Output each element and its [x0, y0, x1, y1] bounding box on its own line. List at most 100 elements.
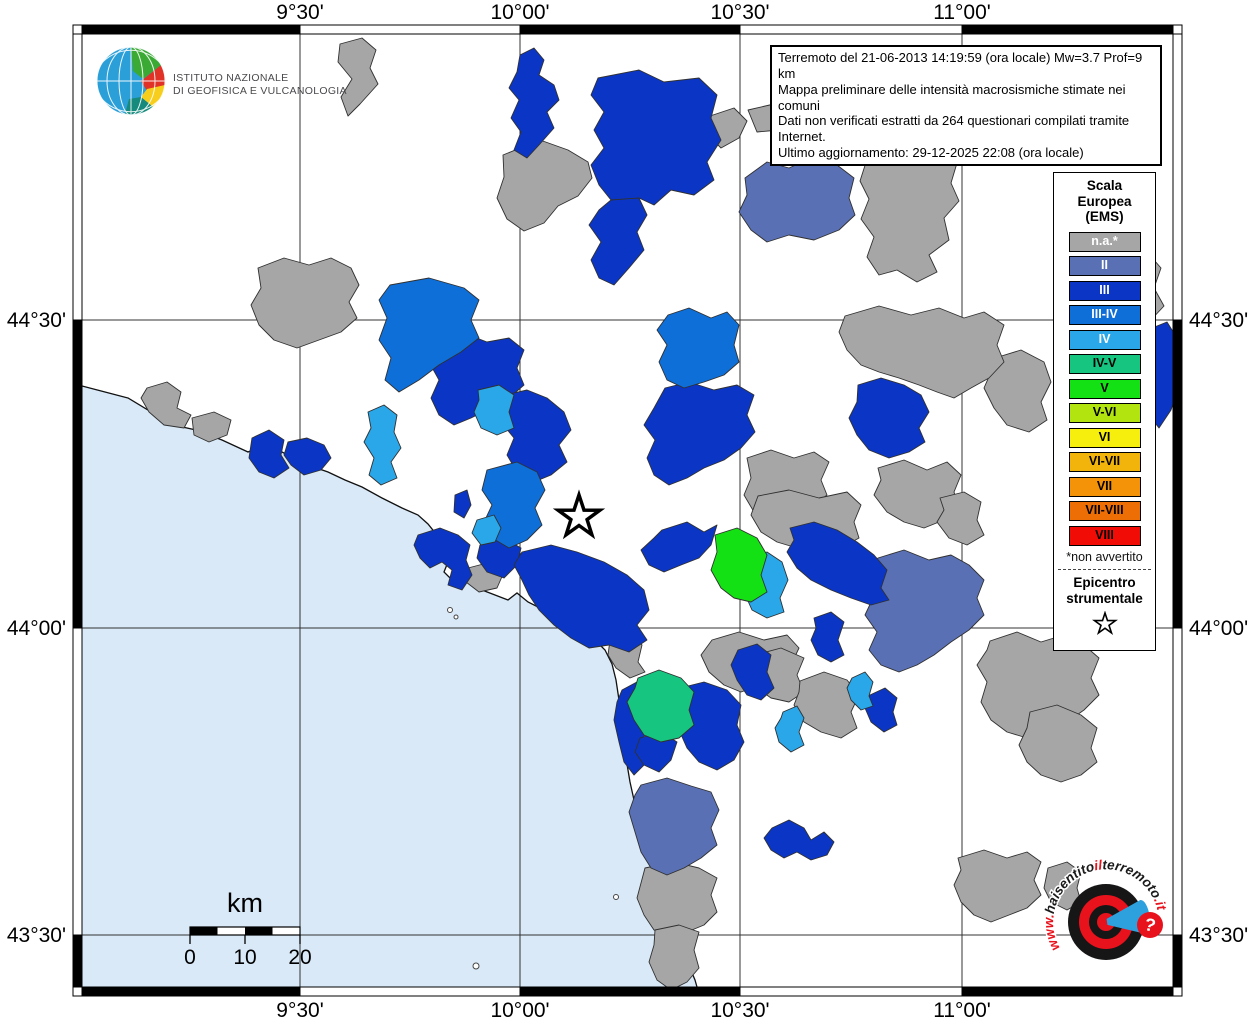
ingv-globe-logo: [96, 46, 166, 116]
municipality-polygon-na: [337, 37, 379, 117]
ingv-line2: DI GEOFISICA E VULCANOLOGIA: [173, 85, 347, 98]
axis-label-left-0: 44°30': [7, 309, 66, 332]
municipality-polygon-III: [763, 819, 835, 861]
legend-swatch-III-IV: III-IV: [1068, 305, 1141, 326]
axis-label-left-2: 43°30': [7, 924, 66, 947]
municipality-polygon-III: [453, 489, 472, 519]
legend-item: V: [1068, 378, 1141, 399]
question-mark: ?: [1142, 914, 1158, 936]
map-frame-corner: [72, 986, 83, 997]
map-frame-segment: [1172, 319, 1183, 629]
legend-item: IV-V: [1068, 354, 1141, 375]
star-icon: [1091, 610, 1118, 636]
scale-bar-title: km: [227, 888, 263, 918]
map-content: [82, 34, 1173, 987]
map-frame-segment: [72, 319, 83, 629]
municipality-polygon-III: [283, 437, 332, 476]
municipality-polygon-IV: [363, 404, 402, 486]
ems-legend: Scala Europea (EMS) n.a.* II III III-IV IV IV…: [1053, 172, 1156, 652]
map-frame-segment: [81, 24, 301, 35]
axis-label-right-2: 43°30': [1189, 924, 1248, 947]
island: [472, 962, 480, 970]
municipality-polygon-IV: [846, 671, 874, 711]
axis-label-bottom-1: 10°00': [490, 999, 549, 1022]
logo-question-circle: [1137, 912, 1163, 938]
legend-item: VI-VII: [1068, 452, 1141, 473]
municipality-polygon-na: [859, 147, 960, 283]
sea: [82, 386, 697, 987]
legend-swatch-VI: VI: [1068, 427, 1141, 448]
axis-label-bottom-2: 10°30': [710, 999, 769, 1022]
scale-bar-tick-label: 20: [288, 946, 311, 969]
scale-bar-tick-label: 0: [184, 946, 196, 969]
ingv-line1: ISTITUTO NAZIONALE: [173, 72, 289, 84]
municipality-polygon-III: [643, 381, 756, 486]
map-frame-segment: [739, 24, 963, 35]
municipality-polygon-V: [710, 527, 768, 603]
legend-swatch-IV: IV: [1068, 329, 1141, 350]
municipality-polygon-na: [496, 139, 593, 232]
legend-item: IV: [1068, 329, 1141, 350]
municipality-polygon-IV: [774, 705, 805, 753]
municipality-polygon-III: [588, 197, 648, 286]
legend-swatch-III: III: [1068, 280, 1141, 301]
legend-item: VI: [1068, 427, 1141, 448]
map-frame-segment: [519, 986, 741, 997]
legend-item: V-VI: [1068, 403, 1141, 424]
axis-label-right-1: 44°00': [1189, 617, 1248, 640]
municipality-polygon-II: [738, 157, 856, 243]
municipality-polygon-III: [248, 429, 290, 479]
municipality-polygon-IV-V: [626, 669, 695, 743]
municipality-polygon-II: [628, 777, 720, 876]
municipality-polygon-III: [513, 544, 650, 653]
axis-label-top-3: 11°00': [933, 1, 991, 24]
epicenter-label-line1: Epicentro: [1073, 575, 1136, 591]
municipality-polygon-na: [936, 491, 985, 546]
legend-title-line1: Scala: [1086, 178, 1123, 193]
legend-swatch-V: V: [1068, 378, 1141, 399]
legend-title-line2: Europea: [1077, 193, 1132, 209]
island: [613, 894, 619, 900]
info-line-update: Ultimo aggiornamento: 29-12-2025 22:08 (…: [778, 145, 1084, 161]
municipality-polygon-III-IV: [656, 307, 740, 389]
municipality-polygon-IV: [473, 384, 515, 436]
legend-swatch-VIII: VIII: [1068, 525, 1141, 546]
map-frame-segment: [81, 986, 301, 997]
legend-item: VII-VIII: [1068, 501, 1141, 522]
map-frame-segment: [739, 986, 963, 997]
municipality-polygon-na: [250, 257, 360, 349]
municipality-polygon-na: [648, 924, 700, 987]
axis-label-top-0: 9°30': [276, 1, 323, 24]
legend-swatch-II: II: [1068, 256, 1141, 277]
municipality-polygon-III: [848, 377, 930, 459]
legend-swatch-VII: VII: [1068, 476, 1141, 497]
legend-item: III: [1068, 280, 1141, 301]
municipality-polygon-na: [953, 849, 1042, 923]
info-line-event: Terremoto del 21-06-2013 14:19:59 (ora l…: [778, 50, 1143, 81]
map-frame-corner: [1172, 986, 1183, 997]
legend-swatch-n.a.*: n.a.*: [1068, 231, 1141, 252]
map-frame-segment: [1172, 33, 1183, 321]
ingv-logo-text: ISTITUTO NAZIONALE DI GEOFISICA E VULCAN…: [173, 72, 347, 98]
axis-label-left-1: 44°00': [7, 617, 66, 640]
municipality-polygon-na: [793, 671, 860, 739]
axis-label-right-0: 44°30': [1189, 309, 1248, 332]
epicenter-label: Epicentro strumentale: [1054, 575, 1155, 607]
municipality-polygon-III-IV: [378, 277, 480, 393]
axis-label-bottom-3: 11°00': [933, 999, 991, 1022]
epicenter-label-line2: strumentale: [1066, 591, 1143, 607]
municipality-polygon-III: [810, 611, 845, 663]
municipality-polygon-III: [590, 69, 722, 211]
legend-swatch-VII-VIII: VII-VIII: [1068, 501, 1141, 522]
info-line-data: Dati non verificati estratti da 264 ques…: [778, 113, 1130, 145]
legend-item: VII: [1068, 476, 1141, 497]
map-frame-segment: [72, 33, 83, 321]
axis-label-bottom-0: 9°30': [276, 999, 323, 1022]
municipality-polygon-III: [640, 521, 718, 573]
legend-title-line3: (EMS): [1085, 209, 1124, 225]
haisentitoilterremoto-logo: ? www.haisentitoilterremoto.it: [1040, 856, 1171, 960]
map-frame-segment: [72, 934, 83, 988]
legend-swatch-V-VI: V-VI: [1068, 403, 1141, 424]
municipality-polygon-III: [413, 527, 473, 591]
